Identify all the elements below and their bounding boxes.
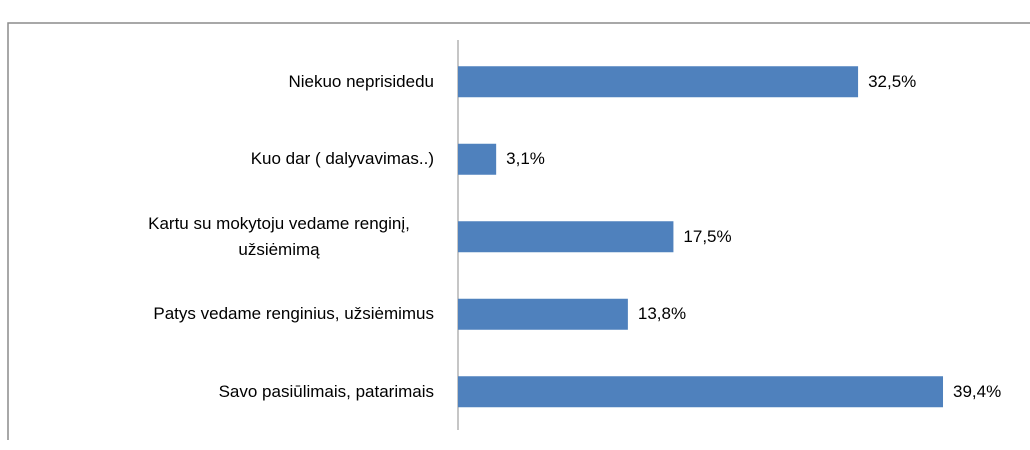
bar bbox=[458, 143, 497, 175]
category-label: Patys vedame renginius, užsiėmimus bbox=[153, 304, 434, 324]
bar bbox=[458, 221, 674, 253]
value-label: 3,1% bbox=[506, 149, 545, 169]
value-label: 32,5% bbox=[868, 71, 917, 91]
bar bbox=[458, 66, 859, 98]
bar bbox=[458, 376, 944, 408]
category-label: Kartu su mokytoju vedame renginį, užsiėm… bbox=[148, 213, 410, 259]
category-label: Savo pasiūlimais, patarimais bbox=[218, 381, 434, 401]
value-label: 13,8% bbox=[637, 304, 687, 324]
category-label: Niekuo neprisidedu bbox=[288, 71, 434, 91]
chart-frame bbox=[7, 22, 1030, 440]
value-label: 39,4% bbox=[953, 381, 1002, 401]
value-label: 17,5% bbox=[683, 226, 732, 246]
bar bbox=[458, 298, 628, 330]
category-label: Kuo dar ( dalyvavimas..) bbox=[250, 149, 434, 169]
